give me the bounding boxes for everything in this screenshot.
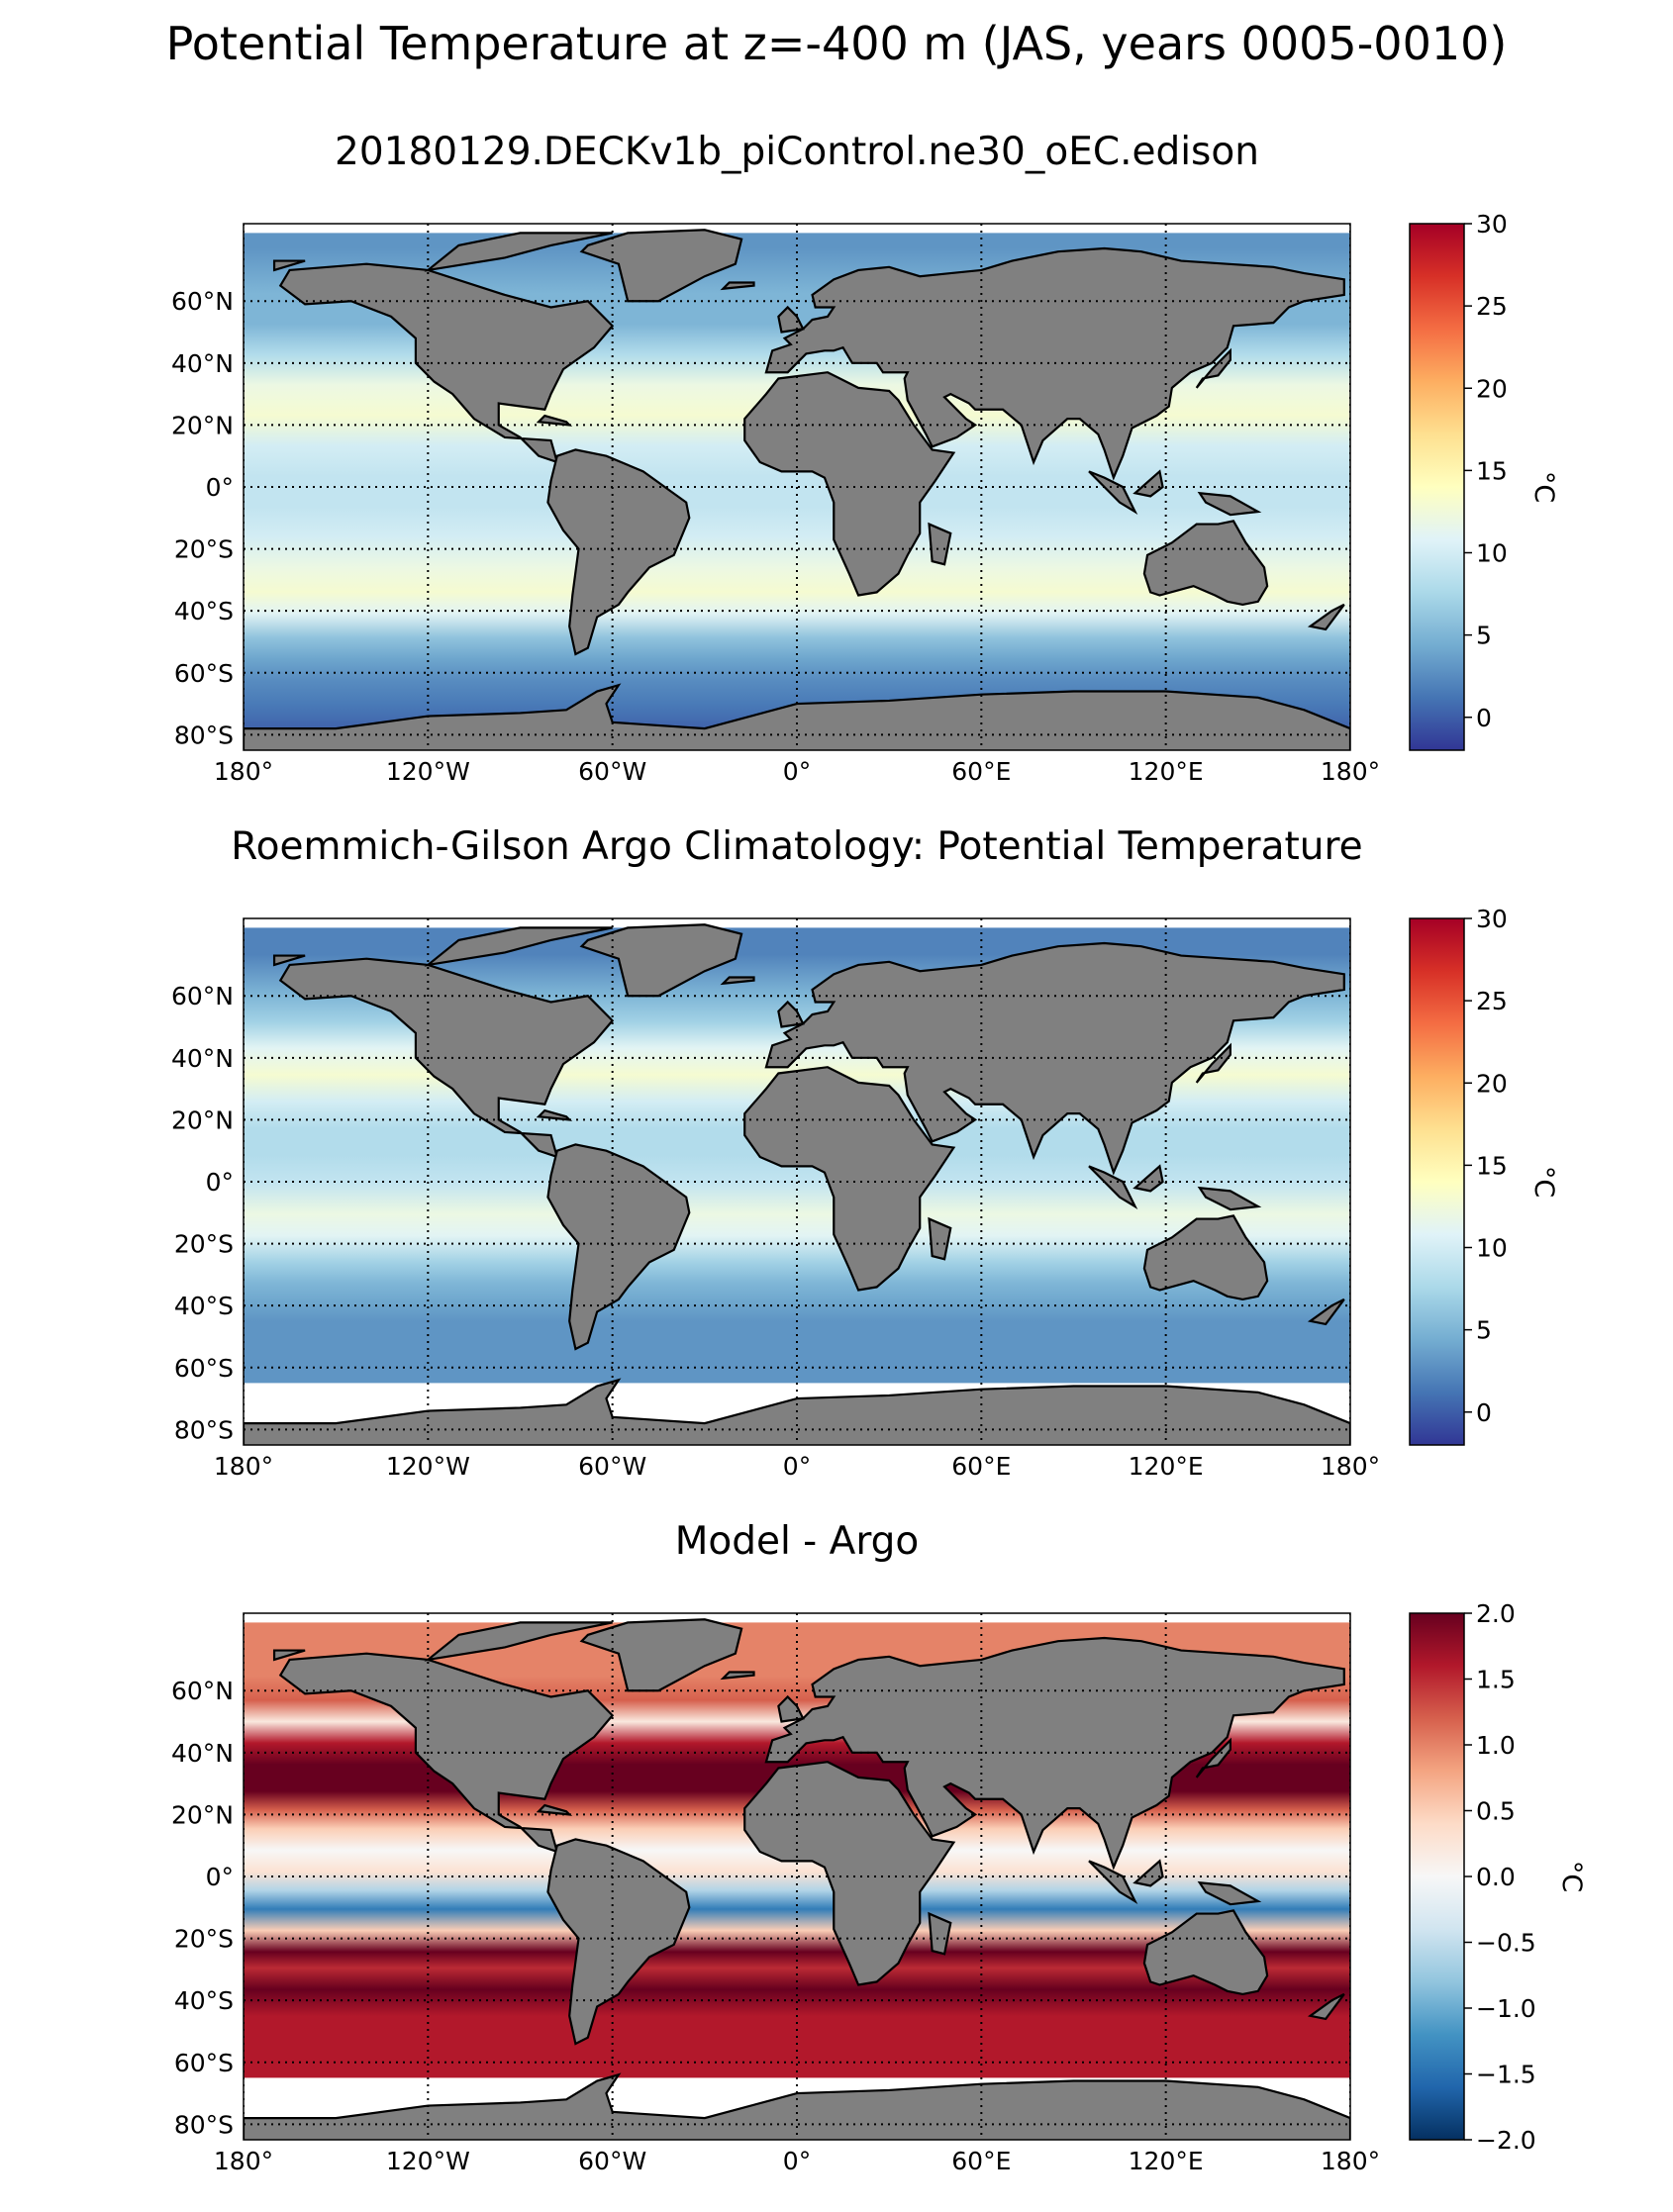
colorbar-tick-label: 0: [1476, 1398, 1492, 1427]
colorbar-label: °C: [1528, 1166, 1559, 1198]
x-tick-label: 60°W: [578, 2147, 646, 2175]
x-tick-label: 180°: [214, 757, 273, 786]
x-tick-label: 60°E: [951, 1452, 1011, 1481]
y-tick-label: 0°: [206, 473, 234, 502]
map-panel-2: Roemmich-Gilson Argo Climatology: Potent…: [171, 824, 1559, 1481]
y-tick-label: 60°S: [174, 2049, 234, 2077]
y-tick-label: 40°N: [171, 1739, 234, 1768]
panels: 20180129.DECKv1b_piControl.ne30_oEC.edis…: [171, 130, 1587, 2175]
x-tick-label: 120°W: [386, 1452, 470, 1481]
map-panel-3: Model - Argo 180° 120°W 60°W 0° 60°E 120°E 180°…: [171, 1519, 1587, 2175]
y-tick-label: 60°N: [171, 1677, 234, 1705]
colorbar-label: °C: [1528, 471, 1559, 503]
colorbar-tick-label: −1.0: [1476, 1994, 1536, 2023]
x-tick-label: 180°: [214, 2147, 273, 2175]
colorbar-tick-label: 2.0: [1476, 1599, 1516, 1628]
y-tick-label: 20°S: [174, 1230, 234, 1259]
y-tick-label: 80°S: [174, 2110, 234, 2139]
x-tick-label: 120°E: [1129, 2147, 1204, 2175]
map-panel-1: 20180129.DECKv1b_piControl.ne30_oEC.edis…: [171, 130, 1559, 786]
colorbar-tick-label: 5: [1476, 622, 1492, 650]
colorbar-tick-label: 1.0: [1476, 1731, 1516, 1760]
colorbar: 30 25 20 15 10 5 0 °C: [1409, 210, 1559, 751]
colorbar-tick-label: 25: [1476, 292, 1508, 321]
colorbar-tick-label: 10: [1476, 1234, 1508, 1263]
map-frame: [243, 917, 1351, 1446]
x-tick-label: 60°E: [951, 2147, 1011, 2175]
colorbar-bar: [1409, 223, 1465, 751]
x-tick-label: 0°: [783, 1452, 811, 1481]
x-tick-label: 180°: [1321, 1452, 1380, 1481]
y-tick-label: 20°N: [171, 1800, 234, 1829]
colorbar-tick-label: 25: [1476, 987, 1508, 1015]
x-tick-label: 60°W: [578, 1452, 646, 1481]
colorbar: 2.0 1.5 1.0 0.5 0.0 −0.5 −1.0 −1.5 −2.0 °C: [1409, 1599, 1587, 2155]
x-tick-label: 0°: [783, 2147, 811, 2175]
colorbar-tick-label: 20: [1476, 374, 1508, 403]
x-tick-label: 120°E: [1129, 1452, 1204, 1481]
panel-title: Model - Argo: [675, 1519, 920, 1564]
y-tick-label: 60°S: [174, 1354, 234, 1383]
colorbar-tick-label: −1.5: [1476, 2061, 1536, 2089]
colorbar-tick-label: 15: [1476, 1151, 1508, 1180]
colorbar-tick-label: 20: [1476, 1069, 1508, 1098]
colorbar-bar: [1409, 917, 1465, 1446]
panel-title: 20180129.DECKv1b_piControl.ne30_oEC.edis…: [335, 130, 1259, 174]
colorbar: 30 25 20 15 10 5 0 °C: [1409, 905, 1559, 1446]
gridlines: [244, 918, 1350, 1445]
y-tick-label: 40°S: [174, 1986, 234, 2015]
x-tick-label: 60°W: [578, 757, 646, 786]
x-tick-label: 180°: [1321, 757, 1380, 786]
x-tick-label: 0°: [783, 757, 811, 786]
map-plot-area: [244, 918, 1350, 1445]
y-tick-label: 40°N: [171, 1044, 234, 1073]
x-tick-label: 120°W: [386, 2147, 470, 2175]
y-tick-label: 0°: [206, 1863, 234, 1891]
map-plot-area: [244, 1613, 1350, 2140]
colorbar-tick-label: 0.0: [1476, 1863, 1516, 1891]
gridlines: [244, 224, 1350, 750]
colorbar-tick-label: −0.5: [1476, 1929, 1536, 1958]
colorbar-tick-label: 0: [1476, 704, 1492, 732]
colorbar-tick-label: −2.0: [1476, 2126, 1536, 2155]
x-tick-label: 180°: [214, 1452, 273, 1481]
y-tick-label: 60°N: [171, 287, 234, 316]
panel-title: Roemmich-Gilson Argo Climatology: Potent…: [231, 824, 1362, 869]
y-tick-label: 0°: [206, 1168, 234, 1197]
colorbar-bar: [1409, 1612, 1465, 2141]
y-tick-label: 20°N: [171, 411, 234, 439]
colorbar-tick-label: 10: [1476, 539, 1508, 568]
y-tick-label: 60°S: [174, 659, 234, 688]
colorbar-tick-label: 30: [1476, 210, 1508, 239]
y-tick-label: 60°N: [171, 982, 234, 1010]
x-tick-label: 120°E: [1129, 757, 1204, 786]
colorbar-tick-label: 15: [1476, 456, 1508, 485]
colorbar-tick-label: 5: [1476, 1316, 1492, 1345]
x-tick-label: 180°: [1321, 2147, 1380, 2175]
y-tick-label: 40°S: [174, 597, 234, 625]
y-tick-label: 20°S: [174, 1925, 234, 1954]
map-frame: [243, 1612, 1351, 2141]
y-tick-label: 80°S: [174, 1415, 234, 1444]
colorbar-tick-label: 0.5: [1476, 1797, 1516, 1826]
y-tick-label: 80°S: [174, 721, 234, 749]
colorbar-tick-label: 30: [1476, 905, 1508, 933]
x-tick-label: 60°E: [951, 757, 1011, 786]
colorbar-label: °C: [1556, 1861, 1587, 1892]
figure-title: Potential Temperature at z=-400 m (JAS, …: [166, 17, 1508, 70]
colorbar-tick-label: 1.5: [1476, 1666, 1516, 1694]
y-tick-label: 40°N: [171, 349, 234, 378]
y-tick-label: 20°N: [171, 1106, 234, 1134]
map-frame: [243, 223, 1351, 751]
map-plot-area: [244, 224, 1350, 750]
gridlines: [244, 1613, 1350, 2140]
y-tick-label: 20°S: [174, 535, 234, 564]
y-tick-label: 40°S: [174, 1292, 234, 1320]
x-tick-label: 120°W: [386, 757, 470, 786]
